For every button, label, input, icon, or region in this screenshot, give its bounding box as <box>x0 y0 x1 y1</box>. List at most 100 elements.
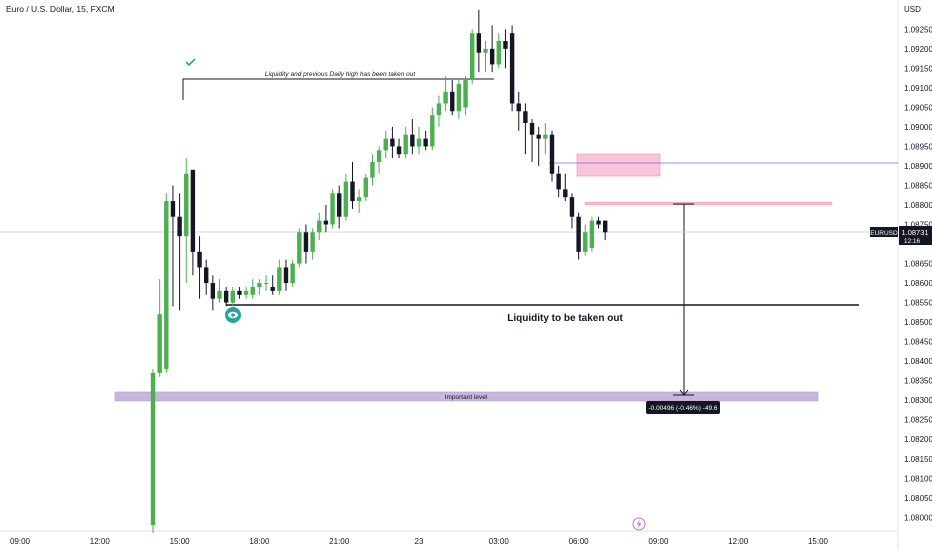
candle[interactable] <box>356 189 362 213</box>
y-tick-label: 1.09250 <box>904 25 932 34</box>
candle[interactable] <box>396 138 402 159</box>
candle[interactable] <box>563 173 568 202</box>
candle[interactable] <box>603 220 608 241</box>
candle[interactable] <box>390 126 395 159</box>
candle[interactable] <box>489 25 495 73</box>
x-tick-label: 21:00 <box>329 537 350 546</box>
important-level-zone[interactable] <box>114 391 819 402</box>
pink-level-line[interactable] <box>584 201 833 206</box>
candle[interactable] <box>450 80 455 116</box>
candle[interactable] <box>297 228 302 268</box>
candle-body <box>576 216 581 252</box>
candle[interactable] <box>350 162 355 209</box>
candle-body <box>257 283 262 287</box>
y-tick-label: 1.08950 <box>904 142 932 151</box>
candle[interactable] <box>197 236 202 299</box>
candle[interactable] <box>456 80 462 120</box>
supply-zone[interactable] <box>576 153 661 177</box>
candle[interactable] <box>516 91 521 131</box>
candle[interactable] <box>536 126 541 166</box>
candle[interactable] <box>529 119 535 163</box>
liquidity-target-note: Liquidity to be taken out <box>507 313 623 324</box>
previous-high-line[interactable] <box>182 78 494 100</box>
symbol-tag-text: EURUSD <box>870 230 898 237</box>
candle[interactable] <box>343 173 349 221</box>
candle[interactable] <box>157 279 162 377</box>
candle[interactable] <box>317 212 322 241</box>
price-tag <box>899 226 932 245</box>
candle[interactable] <box>204 259 209 295</box>
candle[interactable] <box>184 158 189 284</box>
x-tick-label: 12:00 <box>90 537 111 546</box>
candle[interactable] <box>416 126 422 155</box>
candle[interactable] <box>243 286 249 299</box>
x-tick-label: 12:00 <box>728 537 749 546</box>
candle[interactable] <box>330 189 335 229</box>
candle-body <box>536 134 541 139</box>
candle[interactable] <box>270 275 275 295</box>
x-tick-label: 03:00 <box>489 537 510 546</box>
candle[interactable] <box>576 212 581 260</box>
candle[interactable] <box>589 216 595 252</box>
candle[interactable] <box>463 76 468 116</box>
candle-body <box>436 103 442 116</box>
candle-body <box>170 201 176 217</box>
candle[interactable] <box>443 76 448 112</box>
candle[interactable] <box>210 275 216 311</box>
candle[interactable] <box>164 193 169 373</box>
candle[interactable] <box>503 29 508 69</box>
candle[interactable] <box>556 165 561 198</box>
candle-body <box>263 283 269 285</box>
candle[interactable] <box>509 25 515 112</box>
y-tick-label: 1.08550 <box>904 299 932 308</box>
candle[interactable] <box>237 286 242 299</box>
candle[interactable] <box>430 107 435 151</box>
candle[interactable] <box>549 130 555 182</box>
candle[interactable] <box>543 122 548 155</box>
candle[interactable] <box>370 154 375 186</box>
candle[interactable] <box>170 185 176 307</box>
symbol-tag <box>870 227 898 237</box>
candle[interactable] <box>403 126 408 159</box>
candle[interactable] <box>190 169 196 276</box>
candle[interactable] <box>423 130 428 151</box>
candle[interactable] <box>250 279 255 299</box>
candles-layer <box>150 9 608 533</box>
candle[interactable] <box>257 279 262 295</box>
candle[interactable] <box>376 146 382 174</box>
candle[interactable] <box>177 193 182 311</box>
candle[interactable] <box>230 286 235 307</box>
candle-body <box>430 115 435 147</box>
candle[interactable] <box>410 119 415 155</box>
candle-body <box>509 33 515 104</box>
candle[interactable] <box>470 29 475 84</box>
candle[interactable] <box>223 286 229 307</box>
candle-body <box>370 162 375 178</box>
y-tick-label: 1.08150 <box>904 455 932 464</box>
lightning-icon[interactable] <box>632 517 646 531</box>
candle[interactable] <box>383 130 388 159</box>
candle[interactable] <box>263 275 269 291</box>
candle[interactable] <box>436 95 442 127</box>
candle[interactable] <box>283 259 289 291</box>
candle[interactable] <box>583 224 588 256</box>
x-tick-label: 06:00 <box>569 537 590 546</box>
x-tick-label: 23 <box>415 537 424 546</box>
candle[interactable] <box>476 9 482 73</box>
candle[interactable] <box>290 259 295 287</box>
candle[interactable] <box>483 40 488 73</box>
candle[interactable] <box>303 224 309 264</box>
candle[interactable] <box>150 368 156 533</box>
candle[interactable] <box>496 33 501 69</box>
candle-body <box>403 134 408 155</box>
candle[interactable] <box>323 204 329 233</box>
candle[interactable] <box>310 228 315 260</box>
candle[interactable] <box>363 173 368 202</box>
candle-body <box>543 134 548 139</box>
candle[interactable] <box>337 185 342 229</box>
candle[interactable] <box>569 193 575 229</box>
candle[interactable] <box>523 103 528 155</box>
candle[interactable] <box>277 259 282 295</box>
candle[interactable] <box>596 216 601 229</box>
candle[interactable] <box>217 279 222 303</box>
